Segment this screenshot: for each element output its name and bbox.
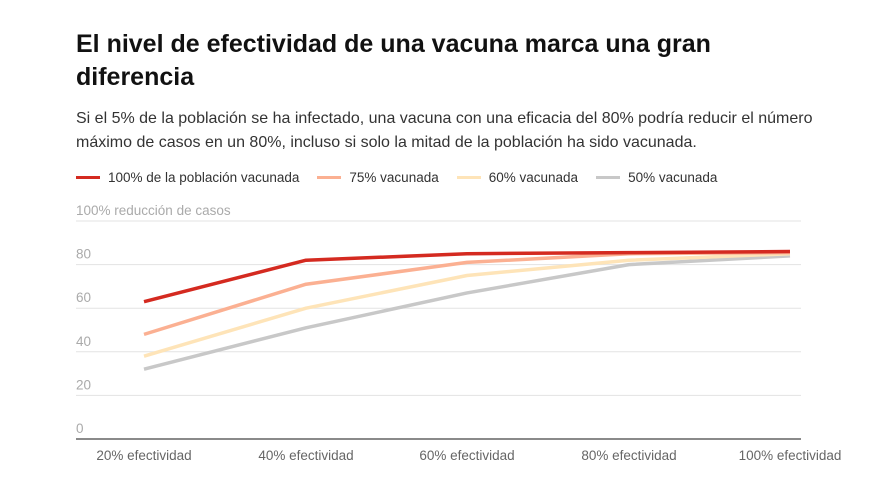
legend-swatch [76, 176, 100, 179]
y-tick-label: 80 [76, 247, 91, 262]
legend-label: 100% de la población vacunada [108, 170, 300, 185]
legend-label: 50% vacunada [628, 170, 718, 185]
x-tick-label: 40% efectividad [258, 448, 353, 463]
chart-title: El nivel de efectividad de una vacuna ma… [76, 30, 711, 91]
y-axis-label: 100% reducción de casos [76, 203, 231, 218]
series-line [143, 254, 791, 371]
y-tick-label: 40 [76, 334, 91, 349]
x-tick-label: 20% efectividad [96, 448, 191, 463]
legend-item: 100% de la población vacunada [76, 170, 299, 185]
series-line [143, 251, 791, 358]
y-tick-label: 0 [76, 421, 84, 436]
legend-label: 60% vacunada [488, 170, 579, 185]
x-tick-label: 80% efectividad [581, 448, 676, 463]
legend-label: 75% vacunada [349, 170, 439, 185]
chart-subtitle: Si el 5% de la población se ha infectado… [76, 110, 813, 151]
y-tick-label: 20 [76, 377, 91, 392]
legend-item: 60% vacunada [456, 170, 579, 185]
legend: 100% de la población vacunada 75% vacunad… [76, 170, 717, 185]
y-tick-label: 60 [76, 290, 91, 305]
legend-swatch [596, 176, 621, 179]
series-line [143, 249, 791, 304]
legend-item: 50% vacunada [596, 170, 717, 185]
legend-swatch [317, 176, 342, 179]
legend-swatch [456, 176, 481, 179]
x-tick-label: 100% efectividad [739, 448, 842, 463]
x-tick-label: 60% efectividad [419, 448, 514, 463]
legend-item: 75% vacunada [317, 170, 439, 185]
